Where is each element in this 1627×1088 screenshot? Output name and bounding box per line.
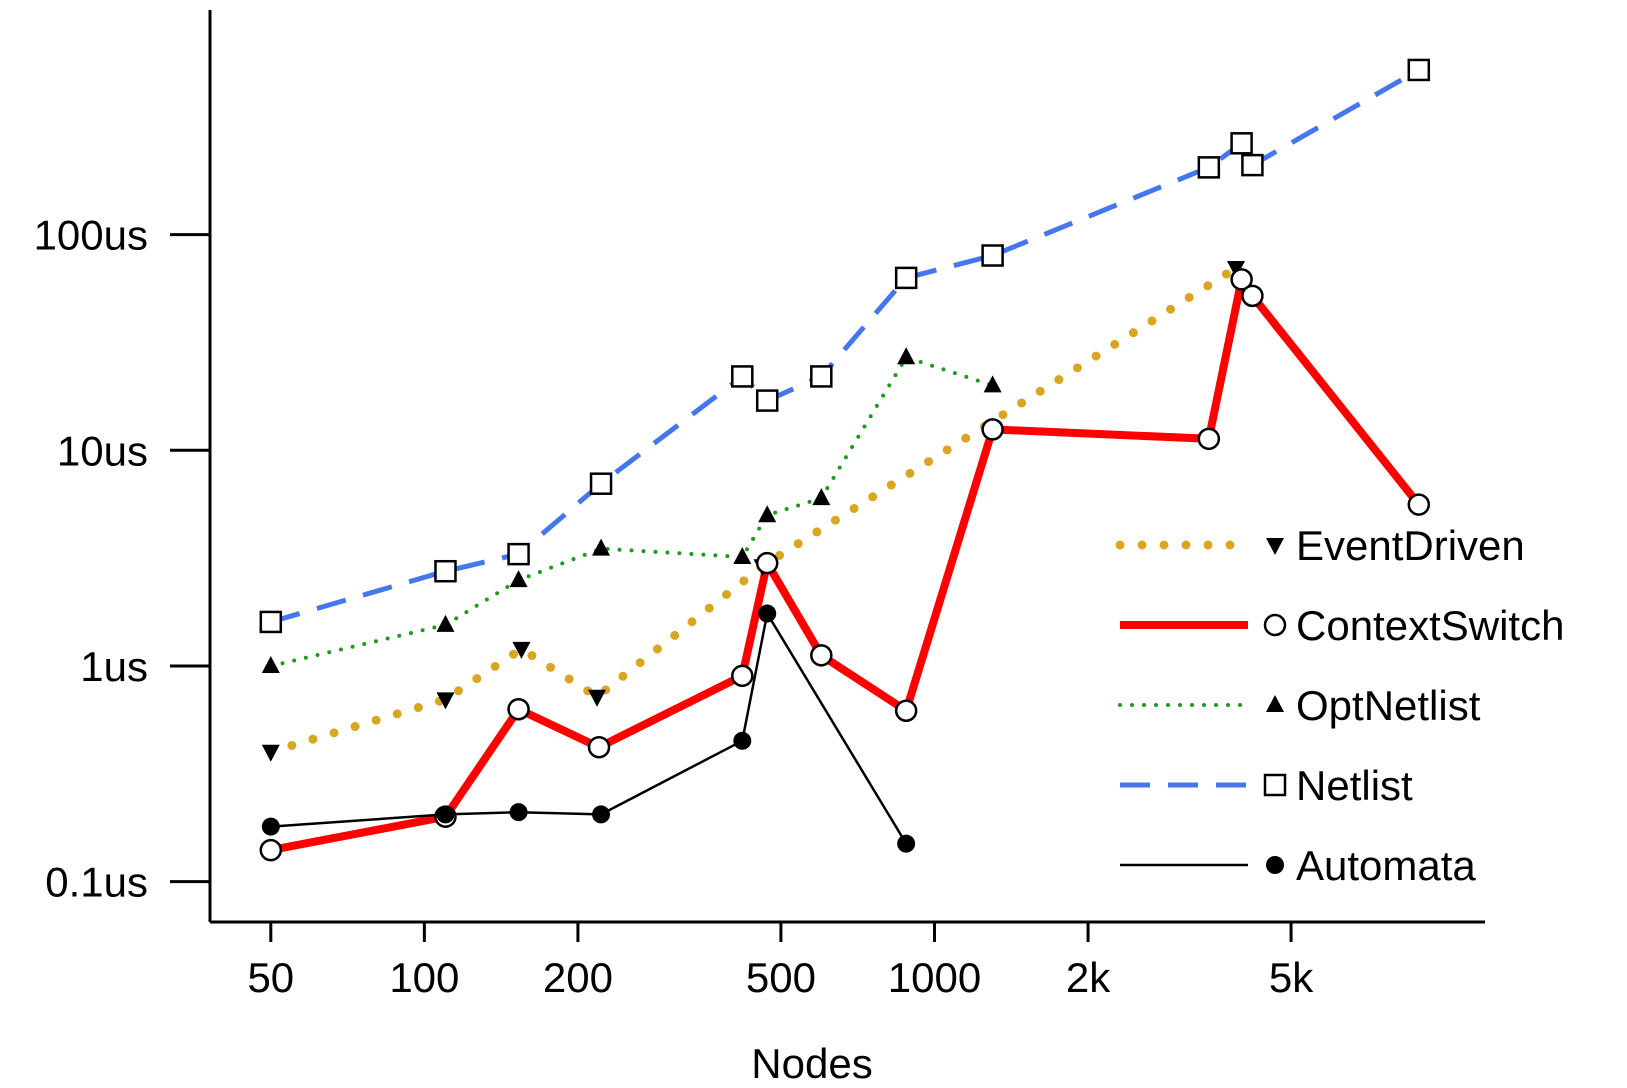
point-optnetlist-6 — [812, 488, 831, 506]
legend-marker-eventdriven — [1266, 538, 1284, 555]
point-netlist-8 — [981, 244, 1004, 267]
point-contextswitch-7 — [894, 699, 918, 722]
point-netlist-12 — [1407, 58, 1431, 82]
point-contextswitch-9 — [1197, 427, 1221, 451]
point-netlist-4 — [731, 365, 754, 388]
point-contextswitch-4 — [731, 664, 754, 688]
point-automata-1 — [436, 805, 455, 824]
point-automata-2 — [509, 803, 528, 822]
legend-label-automata: Automata — [1296, 842, 1476, 889]
point-netlist-1 — [434, 559, 457, 583]
series-line-optnetlist — [268, 355, 995, 668]
x-axis-title: Nodes — [751, 1040, 872, 1087]
legend-label-netlist: Netlist — [1296, 762, 1413, 809]
x-tick-label-200: 200 — [543, 954, 613, 1001]
y-tick-label-1us: 1us — [80, 643, 148, 690]
point-optnetlist-4 — [733, 547, 752, 565]
series-markers — [259, 58, 1431, 862]
point-automata-0 — [261, 817, 280, 836]
legend-marker-netlist — [1263, 773, 1287, 797]
point-optnetlist-8 — [983, 375, 1002, 393]
legend-marker-automata — [1266, 856, 1284, 874]
x-tick-label-500: 500 — [746, 954, 816, 1001]
point-contextswitch-6 — [810, 644, 833, 667]
point-automata-6 — [897, 834, 916, 853]
legend-label-eventdriven: EventDriven — [1296, 522, 1525, 569]
point-optnetlist-1 — [436, 614, 455, 632]
legend-marker-optnetlist — [1266, 695, 1284, 712]
point-eventdriven-3 — [588, 689, 607, 707]
point-contextswitch-11 — [1241, 284, 1264, 308]
point-optnetlist-5 — [758, 505, 777, 523]
point-netlist-6 — [810, 365, 833, 388]
point-netlist-0 — [259, 610, 283, 634]
point-contextswitch-3 — [587, 735, 611, 759]
y-tick-label-10us: 10us — [57, 427, 148, 474]
point-netlist-10 — [1230, 132, 1253, 155]
point-contextswitch-2 — [507, 697, 530, 721]
point-netlist-3 — [589, 472, 613, 495]
point-optnetlist-3 — [592, 538, 611, 556]
point-eventdriven-1 — [436, 692, 455, 710]
x-tick-label-2k: 2k — [1066, 954, 1111, 1001]
series-line-eventdriven — [266, 263, 1241, 757]
point-optnetlist-0 — [261, 655, 280, 673]
x-tick-label-50: 50 — [247, 954, 294, 1001]
y-tick-label-100us: 100us — [34, 212, 148, 259]
point-contextswitch-8 — [981, 418, 1004, 441]
series-line-automata — [270, 612, 908, 845]
point-netlist-11 — [1241, 153, 1264, 177]
point-contextswitch-0 — [259, 838, 283, 862]
point-netlist-7 — [894, 266, 918, 290]
point-contextswitch-5 — [755, 551, 779, 575]
x-tick-label-100: 100 — [389, 954, 459, 1001]
x-ticks: 50 100 200 500 1000 2k 5k — [247, 922, 1314, 1001]
point-eventdriven-2 — [512, 641, 531, 659]
legend-label-optnetlist: OptNetlist — [1296, 682, 1481, 729]
point-eventdriven-0 — [261, 744, 280, 762]
point-netlist-9 — [1197, 156, 1221, 179]
legend-label-contextswitch: ContextSwitch — [1296, 602, 1564, 649]
x-tick-label-5k: 5k — [1269, 954, 1314, 1001]
x-tick-label-1000: 1000 — [888, 954, 981, 1001]
legend: EventDriven ContextSwitch OptNetlist Netlis… — [1115, 522, 1564, 889]
point-contextswitch-10 — [1230, 268, 1253, 291]
point-netlist-5 — [755, 389, 779, 412]
y-ticks: 0.1us 1us 10us 100us — [34, 212, 210, 906]
y-tick-label-0-1us: 0.1us — [45, 859, 148, 906]
point-automata-5 — [758, 604, 777, 623]
point-automata-3 — [592, 805, 611, 824]
legend-marker-contextswitch — [1263, 613, 1287, 637]
point-netlist-2 — [507, 542, 530, 566]
axes — [208, 10, 1485, 924]
point-optnetlist-7 — [897, 347, 916, 365]
point-eventdriven-5 — [1227, 261, 1246, 279]
point-contextswitch-12 — [1407, 493, 1431, 516]
point-automata-4 — [733, 731, 752, 750]
series-lines — [266, 67, 1422, 855]
point-optnetlist-2 — [509, 570, 528, 588]
